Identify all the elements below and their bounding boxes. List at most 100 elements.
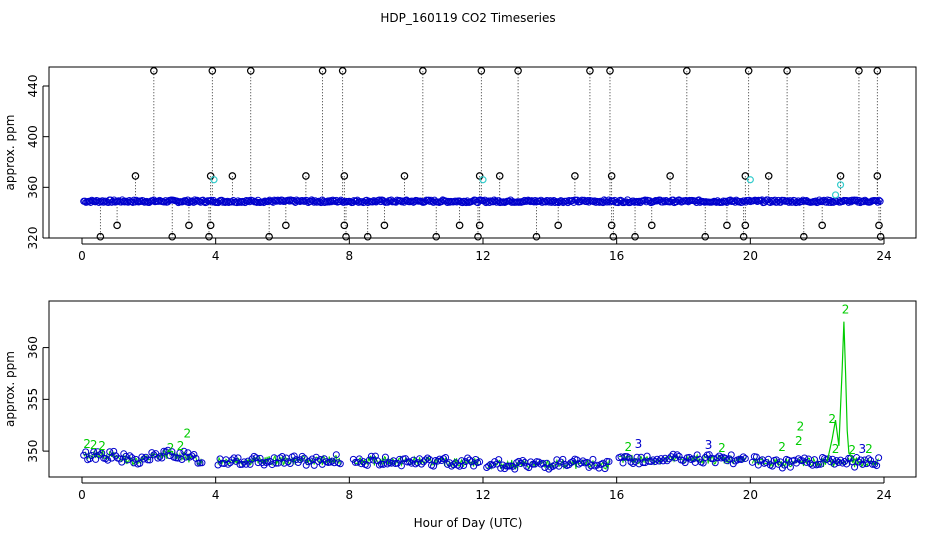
flag-label: 2 [778,440,786,454]
bottom-x-tick-label: 24 [876,488,891,502]
low-point [701,232,710,241]
minute-point [723,457,731,465]
mid-point [340,172,349,180]
minute-point [158,454,166,462]
flag-label: 2 [832,442,840,456]
minute-point [851,463,859,471]
minute-point [867,457,875,465]
bottom-x-tick-label: 4 [212,488,220,502]
minute-point [156,453,164,461]
low-point [205,232,213,241]
minute-point [290,452,298,460]
minute-point [873,462,881,470]
flag-label: 2 [167,441,175,455]
high-point [744,67,753,75]
minute-point [278,452,286,460]
minute-point [569,457,577,465]
minute-point [420,458,428,466]
minute-point [470,462,478,470]
minute-point [250,452,258,460]
low-point [185,221,193,230]
flag-label: 2 [83,437,91,451]
low-point [342,232,350,241]
top-plot-frame [48,66,917,239]
minute-point [146,456,154,464]
minute-point [190,450,198,458]
minute-point [365,456,373,464]
bottom-y-tick-label: 355 [26,388,40,411]
bottom-y-axis-label: approx. ppm [3,351,17,427]
top-x-tick-label: 24 [876,249,891,263]
bottom-x-tick-label: 8 [346,488,354,502]
high-point [783,67,791,75]
minute-point [601,465,609,473]
low-point [647,221,656,230]
minute-point [519,457,527,465]
minute-point [92,455,100,463]
minute-point [381,453,389,461]
minute-point [802,458,810,466]
bottom-y-tick-label: 350 [26,440,40,463]
minute-point [539,459,547,467]
minute-point [621,453,629,461]
mid-point [666,172,674,180]
low-point [340,221,349,230]
low-point [739,232,748,241]
high-point [318,67,327,75]
mid-point [764,172,773,180]
minute-point [82,448,90,456]
bottom-x-tick-label: 12 [475,488,490,502]
cyan-point [836,181,845,189]
low-point [723,221,731,230]
minute-point [136,459,144,467]
minute-point [310,461,318,469]
minute-point [118,458,126,466]
minute-point [869,460,877,468]
minute-point [148,449,156,457]
minute-point [272,459,280,467]
low-point [380,221,389,230]
low-point [265,232,273,241]
minute-point [489,461,497,469]
minute-point [376,196,384,204]
flag-label: 2 [842,302,850,316]
high-point [419,67,427,75]
minute-point [383,460,391,468]
minute-point [831,460,839,468]
minute-point [405,458,413,466]
mid-point [836,172,845,180]
minute-point [800,454,808,462]
minute-point [655,457,663,465]
flag-label: 2 [625,440,633,454]
minute-point [302,461,310,469]
minute-point [240,458,248,466]
minute-point [397,462,405,470]
minute-point [88,451,96,459]
minute-point [306,457,314,465]
minute-point [651,458,659,466]
flag-label: 3 [705,438,713,452]
minute-point [875,196,883,204]
minute-point [627,458,635,466]
bottom-x-tick-label: 0 [78,488,86,502]
minute-point [422,456,430,464]
minute-point [705,451,713,459]
minute-point [725,455,733,463]
minute-point [876,197,884,205]
bottom-x-tick-label: 16 [609,488,624,502]
low-point [818,221,826,230]
top-x-tick-label: 20 [743,249,758,263]
low-point [455,221,464,230]
low-point [607,221,616,230]
minute-point [286,460,294,468]
minute-point [633,453,641,461]
minute-point [296,456,304,464]
minute-point [138,453,146,461]
minute-point [176,449,184,457]
minute-point [104,456,112,464]
minute-point [228,456,236,464]
minute-point [631,458,639,466]
minute-point [485,462,493,470]
